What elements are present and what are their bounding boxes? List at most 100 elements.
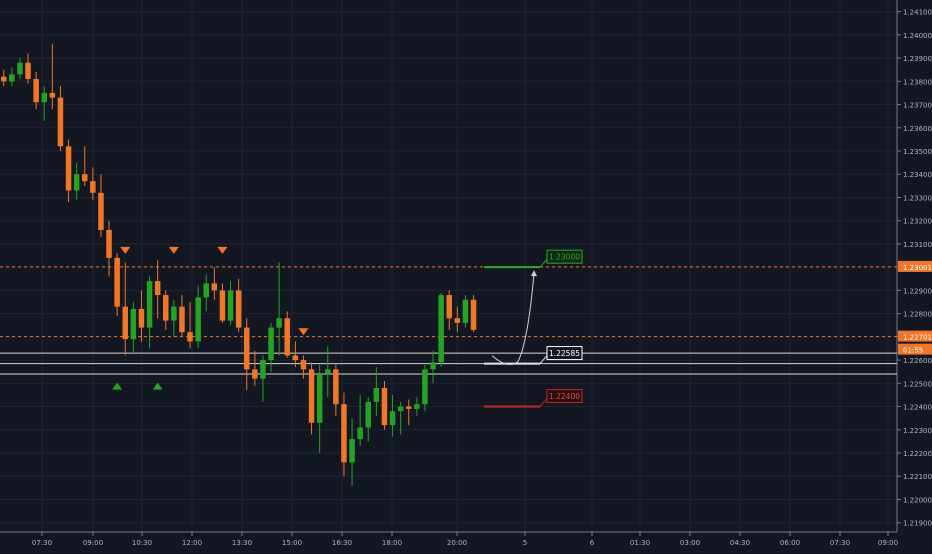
x-tick-label: 15:00 [282, 539, 302, 547]
x-tick-label: 16:30 [332, 539, 352, 547]
y-tick-label: 1.22800 [903, 311, 932, 319]
candle-body-bullish[interactable] [365, 401, 372, 428]
candle-body-bullish[interactable] [357, 427, 363, 440]
y-tick-label: 1.23200 [903, 218, 932, 226]
y-tick-label: 1.22100 [903, 473, 932, 481]
x-tick-label: 18:00 [382, 539, 402, 547]
y-tick-label: 1.22400 [903, 404, 932, 412]
candle-body-bearish[interactable] [90, 181, 96, 193]
candle-body-bullish[interactable] [389, 411, 396, 426]
candle-body-bearish[interactable] [57, 97, 64, 147]
candle-body-bearish[interactable] [284, 318, 291, 356]
candle-body-bearish[interactable] [154, 281, 161, 296]
candle-body-bullish[interactable] [195, 297, 201, 342]
candle-body-bullish[interactable] [17, 62, 23, 75]
candle-body-bearish[interactable] [98, 192, 104, 230]
target-price-box[interactable] [546, 249, 583, 264]
candle-body-bullish[interactable] [41, 92, 48, 103]
signal-down-triangle-icon [168, 246, 179, 254]
candle-body-bullish[interactable] [462, 299, 469, 323]
candle-body-bearish[interactable] [406, 406, 412, 409]
axis-price-tag-label: 01:55 [903, 347, 923, 355]
candle-body-bearish[interactable] [308, 369, 315, 423]
x-tick-label: 09:00 [83, 539, 103, 547]
candle-body-bearish[interactable] [25, 62, 31, 79]
x-tick-label: 07:30 [32, 539, 52, 547]
candle-body-bullish[interactable] [316, 374, 323, 423]
candle-body-bearish[interactable] [33, 78, 39, 103]
candle-body-bearish[interactable] [82, 174, 88, 182]
y-tick-label: 1.22000 [903, 496, 932, 504]
candle-body-bearish[interactable] [211, 283, 218, 291]
candle-body-bullish[interactable] [373, 387, 380, 402]
candle-body-bullish[interactable] [438, 295, 444, 363]
y-tick-label: 1.23900 [903, 55, 932, 63]
y-tick-label: 1.23100 [903, 241, 932, 249]
candle-body-bearish[interactable] [292, 355, 299, 361]
stop-price-box[interactable] [546, 389, 583, 404]
candle-body-bearish[interactable] [446, 295, 453, 319]
projection-curve [491, 273, 535, 365]
target-price-label: 1.23000 [549, 253, 580, 262]
candle-body-bearish[interactable] [341, 404, 347, 463]
candle-body-bullish[interactable] [325, 369, 331, 375]
candle-body-bullish[interactable] [260, 360, 266, 379]
candle-body-bullish[interactable] [227, 290, 234, 321]
y-tick-label: 1.22300 [903, 427, 932, 435]
candle-body-bullish[interactable] [414, 404, 420, 409]
candle-body-bearish[interactable] [454, 318, 461, 323]
entry-price-box[interactable] [546, 346, 583, 361]
x-tick-label: 20:00 [447, 539, 467, 547]
candle-body-bearish[interactable] [122, 306, 129, 340]
candle-body-bullish[interactable] [349, 439, 355, 463]
stop-price-label: 1.22400 [549, 392, 580, 401]
axis-price-tag [898, 260, 932, 272]
candle-body-bullish[interactable] [430, 362, 436, 370]
x-tick-label: 13:30 [232, 539, 252, 547]
y-tick-label: 1.23400 [903, 171, 932, 179]
projection-arrowhead-icon [531, 270, 537, 277]
candle-body-bearish[interactable] [1, 76, 7, 82]
y-tick-label: 1.22600 [903, 357, 932, 365]
axis-price-tag-label: 1.22701 [903, 334, 932, 342]
candle-body-bearish[interactable] [106, 229, 112, 258]
candle-body-bearish[interactable] [187, 332, 193, 342]
candle-body-bullish[interactable] [203, 283, 210, 298]
x-tick-label: 10:30 [132, 539, 152, 547]
candle-body-bullish[interactable] [422, 369, 428, 405]
candle-body-bearish[interactable] [65, 146, 72, 191]
candle-body-bearish[interactable] [163, 295, 169, 321]
candle-body-bearish[interactable] [114, 257, 120, 307]
entry-price-label: 1.22585 [549, 349, 580, 358]
candle-body-bearish[interactable] [49, 92, 56, 98]
y-tick-label: 1.21900 [903, 520, 932, 528]
candle-body-bearish[interactable] [244, 327, 250, 370]
y-tick-label: 1.24000 [903, 32, 932, 40]
candle-body-bearish[interactable] [470, 299, 477, 330]
candle-body-bullish[interactable] [9, 74, 15, 82]
x-tick-label: 6 [590, 539, 595, 547]
candle-body-bearish[interactable] [252, 369, 258, 379]
candle-body-bullish[interactable] [130, 308, 137, 340]
axis-price-tag [898, 343, 932, 355]
y-tick-label: 1.24100 [903, 9, 932, 17]
x-tick-label: 09:00 [878, 539, 898, 547]
candle-body-bullish[interactable] [276, 318, 282, 328]
candle-body-bearish[interactable] [219, 290, 226, 321]
candle-body-bearish[interactable] [138, 308, 145, 328]
candle-body-bullish[interactable] [397, 406, 404, 412]
candle-body-bearish[interactable] [300, 360, 307, 370]
signal-down-triangle-icon [120, 246, 131, 254]
candle-body-bearish[interactable] [381, 387, 388, 426]
candle-body-bearish[interactable] [179, 306, 185, 333]
candle-body-bullish[interactable] [73, 174, 80, 191]
candle-body-bearish[interactable] [235, 290, 242, 328]
signal-down-triangle-icon [298, 328, 309, 336]
candle-body-bullish[interactable] [268, 327, 274, 361]
candle-body-bullish[interactable] [171, 306, 177, 321]
candle-body-bullish[interactable] [146, 281, 153, 328]
candle-body-bearish[interactable] [333, 369, 339, 405]
